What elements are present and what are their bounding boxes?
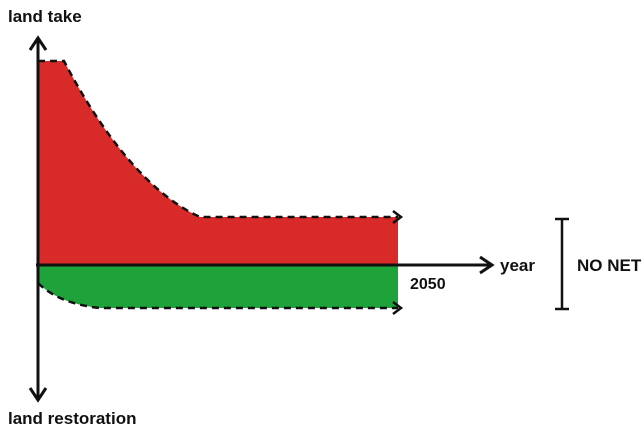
land-restoration-area [38,265,398,308]
horizontal-axis-arrowhead [479,255,495,275]
land-take-label: land take [8,7,82,26]
land-take-trajectory-arrowhead [392,210,404,224]
vertical-axis-top-arrowhead [28,35,48,51]
no-net-label: NO NET [577,256,642,275]
land-take-area [38,61,398,265]
target-year-label: 2050 [410,276,446,293]
land-restoration-dashed-trajectory [37,282,398,310]
land-take-dashed-trajectory [38,59,398,219]
vertical-axis-bottom-arrowhead [28,387,48,403]
land-restoration-trajectory-arrowhead [392,301,404,315]
year-axis-label: year [500,256,535,275]
land-restoration-label: land restoration [8,409,136,428]
